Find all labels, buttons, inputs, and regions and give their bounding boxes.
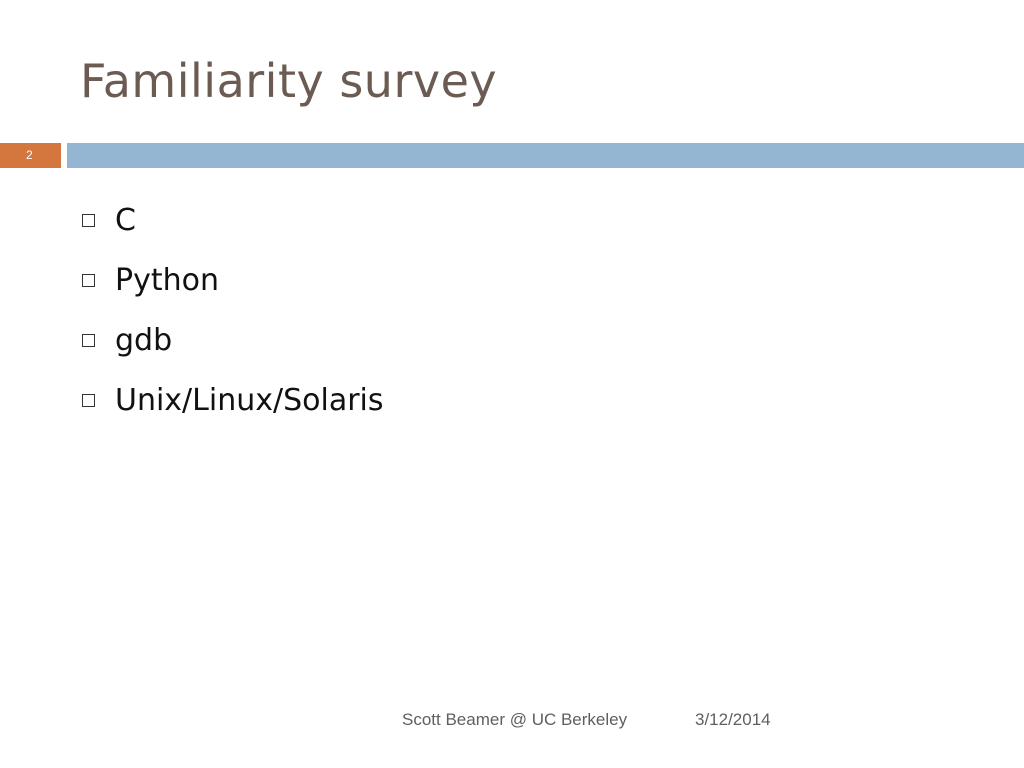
- bullet-item: C: [82, 190, 384, 250]
- checkbox-bullet-icon: [82, 213, 95, 227]
- bullet-item: Python: [82, 250, 384, 310]
- page-number: 2: [26, 148, 33, 162]
- checkbox-bullet-icon: [82, 393, 95, 407]
- title-divider-bar: [67, 143, 1024, 168]
- bullet-text: C: [115, 202, 136, 238]
- checkbox-bullet-icon: [82, 273, 95, 287]
- footer-date: 3/12/2014: [695, 710, 771, 729]
- bullet-text: gdb: [115, 322, 173, 358]
- bullet-list: C Python gdb Unix/Linux/Solaris: [82, 190, 384, 430]
- bullet-text: Unix/Linux/Solaris: [115, 382, 384, 418]
- bullet-item: Unix/Linux/Solaris: [82, 370, 384, 430]
- footer-author: Scott Beamer @ UC Berkeley: [402, 710, 628, 729]
- bullet-item: gdb: [82, 310, 384, 370]
- bullet-text: Python: [115, 262, 219, 298]
- slide-title: Familiarity survey: [80, 54, 498, 108]
- checkbox-bullet-icon: [82, 333, 95, 347]
- page-number-badge: 2: [0, 143, 61, 168]
